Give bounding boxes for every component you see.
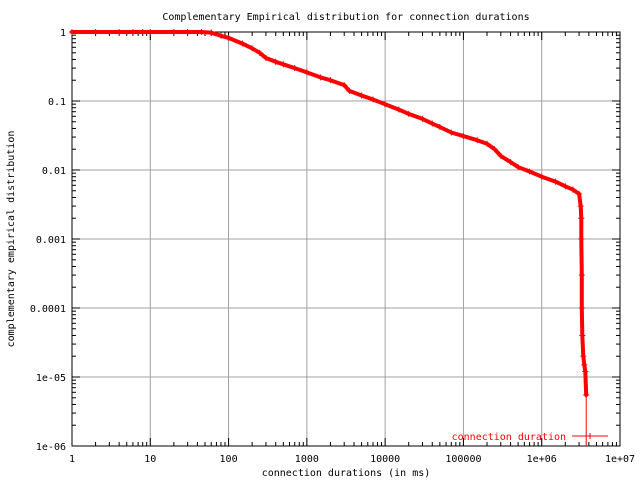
- data-point: [327, 77, 334, 84]
- data-point: [569, 186, 576, 193]
- data-point: [225, 34, 232, 41]
- data-point: [491, 146, 498, 153]
- data-point: [580, 353, 587, 360]
- data-point: [208, 29, 215, 36]
- data-point: [552, 178, 559, 185]
- x-tick-label: 100000: [445, 454, 481, 465]
- data-point: [358, 92, 365, 99]
- legend-label: connection duration: [452, 432, 566, 443]
- data-point: [436, 124, 443, 130]
- data-point: [419, 115, 426, 122]
- x-tick-label: 10000: [370, 454, 400, 465]
- data-point: [129, 29, 136, 35]
- data-point: [578, 215, 585, 222]
- data-point: [578, 236, 585, 242]
- grid-lines: [72, 32, 620, 446]
- data-point: [579, 332, 586, 339]
- data-point: [405, 110, 412, 117]
- x-axis-label: connection durations (in ms): [262, 468, 431, 479]
- x-tick-label: 1e+07: [605, 454, 635, 465]
- x-tick-label: 1000: [295, 454, 319, 465]
- data-point: [583, 391, 590, 398]
- y-tick-label: 0.1: [48, 97, 66, 108]
- data-point: [272, 58, 279, 65]
- data-point: [395, 106, 402, 113]
- data-point: [562, 183, 569, 190]
- y-tick-label: 1e-06: [36, 442, 66, 453]
- data-point: [497, 152, 504, 159]
- y-tick-label: 1: [60, 28, 66, 39]
- data-point: [577, 203, 584, 210]
- data-point: [578, 272, 585, 279]
- x-tick-label: 100: [220, 454, 238, 465]
- y-tick-label: 0.0001: [30, 304, 66, 315]
- x-tick-label: 1e+06: [527, 454, 557, 465]
- data-point: [303, 69, 310, 76]
- legend: connection duration: [452, 432, 608, 443]
- data-point: [317, 74, 324, 81]
- axes: [71, 31, 621, 447]
- data-point: [538, 173, 545, 180]
- y-tick-label: 1e-05: [36, 373, 66, 384]
- x-tick-label: 1: [69, 454, 75, 465]
- data-point: [256, 49, 263, 56]
- data-point: [69, 29, 75, 35]
- series-layer: [69, 29, 590, 446]
- data-point: [198, 29, 205, 35]
- data-point: [460, 133, 467, 140]
- data-point: [184, 29, 191, 35]
- data-point: [578, 305, 585, 311]
- data-point: [92, 29, 99, 35]
- y-tick-label: 0.01: [42, 166, 66, 177]
- y-tick-label: 0.001: [36, 235, 66, 246]
- data-point: [341, 82, 348, 89]
- data-point: [346, 87, 353, 94]
- data-point: [249, 45, 256, 52]
- data-point: [429, 120, 436, 127]
- y-axis-label: complementary empirical distribution: [6, 131, 17, 348]
- data-point: [507, 159, 514, 166]
- legend-sample-marker: [587, 433, 593, 439]
- data-point: [515, 164, 522, 171]
- data-point: [484, 140, 490, 147]
- data-point: [582, 368, 589, 375]
- data-point: [526, 168, 533, 175]
- data-point: [147, 29, 154, 35]
- data-point: [576, 190, 583, 197]
- data-point: [581, 361, 588, 368]
- data-point: [280, 61, 287, 68]
- data-point: [139, 29, 146, 35]
- data-point: [474, 137, 481, 144]
- data-point: [116, 29, 123, 35]
- data-point: [382, 101, 389, 108]
- chart-title: Complementary Empirical distribution for…: [162, 12, 529, 23]
- data-point: [448, 129, 455, 136]
- x-tick-label: 10: [144, 454, 156, 465]
- data-point: [370, 96, 376, 103]
- data-point: [262, 55, 269, 61]
- tick-labels: 1 10 100 1000 10000 100000 1e+06 1e+07 1 0.1 0.01 0…: [30, 28, 635, 465]
- series-line: [70, 30, 589, 397]
- data-point: [239, 40, 246, 47]
- data-point: [291, 65, 298, 72]
- data-point: [170, 29, 177, 35]
- data-point: [218, 32, 224, 39]
